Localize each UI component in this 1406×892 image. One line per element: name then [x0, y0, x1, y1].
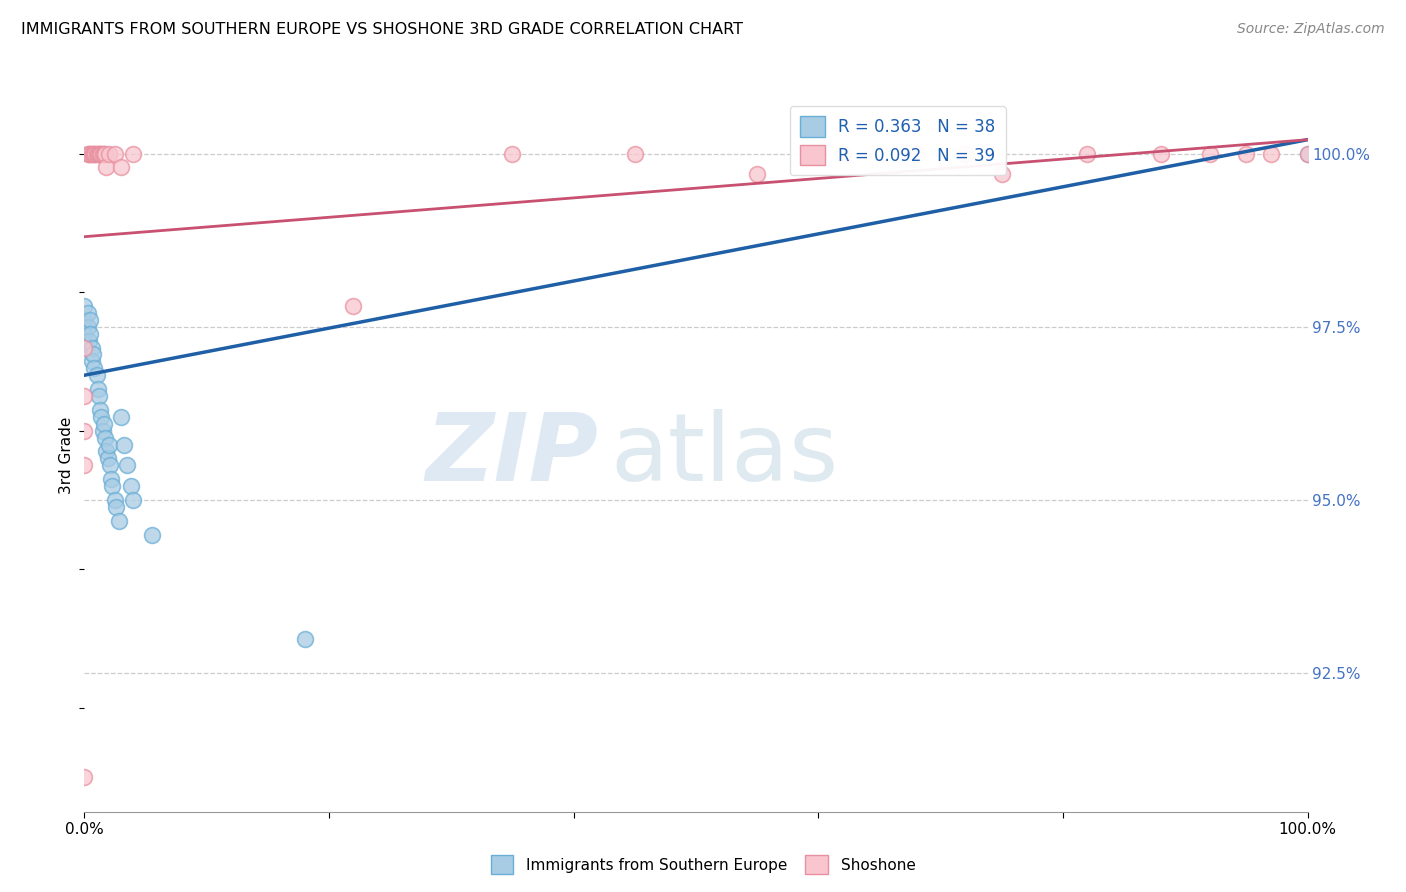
Point [80, 354, 103, 368]
Point [93, 146, 115, 161]
Point [1296, 146, 1319, 161]
Point [502, 146, 524, 161]
Point [79, 326, 101, 341]
Point [294, 632, 316, 646]
Point [96, 444, 118, 458]
Point [96, 161, 118, 175]
Point [141, 527, 163, 541]
Point [122, 146, 145, 161]
Point [101, 479, 124, 493]
Point [115, 458, 138, 473]
Point [86, 368, 108, 383]
Point [83, 146, 105, 161]
Point [73, 424, 96, 438]
Point [87, 146, 110, 161]
Point [73, 458, 96, 473]
Text: ZIP: ZIP [425, 409, 598, 501]
Point [991, 167, 1014, 181]
Point [98, 458, 121, 473]
Point [104, 146, 127, 161]
Legend: Immigrants from Southern Europe, Shoshone: Immigrants from Southern Europe, Shoshon… [485, 849, 921, 880]
Point [87, 389, 110, 403]
Point [80, 146, 103, 161]
Point [1076, 146, 1098, 161]
Point [97, 146, 120, 161]
Point [77, 146, 100, 161]
Point [84, 146, 107, 161]
Point [112, 437, 135, 451]
Y-axis label: 3rd Grade: 3rd Grade [59, 417, 75, 493]
Point [73, 313, 96, 327]
Legend: R = 0.363   N = 38, R = 0.092   N = 39: R = 0.363 N = 38, R = 0.092 N = 39 [790, 106, 1005, 176]
Point [1296, 146, 1319, 161]
Point [91, 146, 114, 161]
Point [905, 146, 928, 161]
Point [120, 479, 142, 493]
Point [82, 146, 104, 161]
Point [89, 146, 111, 161]
Point [90, 409, 112, 424]
Point [91, 424, 114, 438]
Point [97, 437, 120, 451]
Point [77, 146, 100, 161]
Point [77, 319, 100, 334]
Point [79, 313, 101, 327]
Point [79, 146, 101, 161]
Point [1236, 146, 1258, 161]
Point [86, 146, 108, 161]
Point [87, 382, 110, 396]
Point [100, 472, 122, 486]
Point [73, 299, 96, 313]
Point [93, 417, 115, 431]
Point [122, 492, 145, 507]
Point [97, 451, 120, 466]
Point [80, 341, 103, 355]
Text: Source: ZipAtlas.com: Source: ZipAtlas.com [1237, 22, 1385, 37]
Point [624, 146, 647, 161]
Point [82, 347, 104, 361]
Point [73, 770, 96, 784]
Point [1198, 146, 1220, 161]
Point [1260, 146, 1282, 161]
Point [77, 334, 100, 348]
Text: atlas: atlas [610, 409, 838, 501]
Point [73, 389, 96, 403]
Point [73, 341, 96, 355]
Point [831, 146, 853, 161]
Point [83, 361, 105, 376]
Point [87, 146, 110, 161]
Point [89, 403, 111, 417]
Point [1150, 146, 1173, 161]
Point [94, 431, 117, 445]
Point [104, 492, 127, 507]
Point [77, 306, 100, 320]
Point [110, 409, 132, 424]
Point [107, 514, 129, 528]
Point [90, 146, 112, 161]
Point [110, 161, 132, 175]
Text: IMMIGRANTS FROM SOUTHERN EUROPE VS SHOSHONE 3RD GRADE CORRELATION CHART: IMMIGRANTS FROM SOUTHERN EUROPE VS SHOSH… [21, 22, 744, 37]
Point [73, 326, 96, 341]
Point [747, 167, 769, 181]
Point [105, 500, 128, 514]
Point [73, 341, 96, 355]
Point [94, 146, 117, 161]
Point [342, 299, 364, 313]
Point [953, 146, 976, 161]
